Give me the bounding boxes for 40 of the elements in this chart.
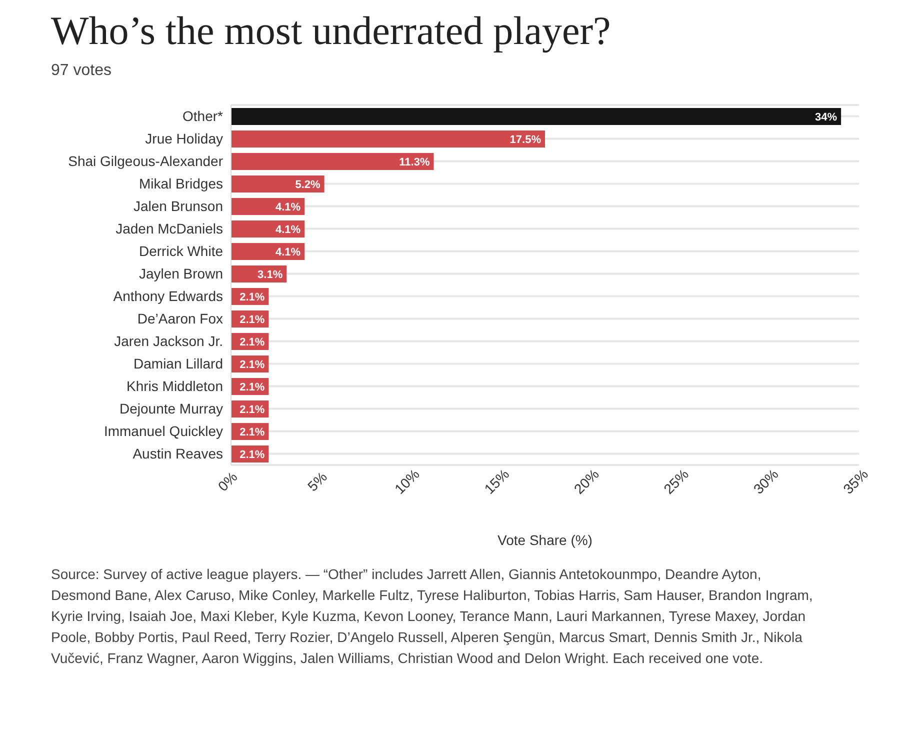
data-label: 2.1%: [240, 449, 265, 461]
data-label: 4.1%: [275, 224, 301, 236]
x-tick-label: 5%: [304, 468, 330, 494]
y-tick-label: Shai Gilgeous-Alexander: [68, 153, 224, 170]
y-tick-label: Dejounte Murray: [120, 400, 223, 417]
data-label: 2.1%: [240, 382, 265, 394]
data-label: 17.5%: [510, 134, 542, 146]
x-tick-label: 30%: [750, 466, 782, 498]
x-tick-label: 35%: [840, 466, 872, 498]
y-tick-label: De’Aaron Fox: [137, 310, 223, 327]
data-label: 2.1%: [240, 404, 265, 416]
y-tick-label: Jalen Brunson: [133, 198, 223, 214]
data-label: 5.2%: [295, 179, 321, 191]
y-tick-label: Jaren Jackson Jr.: [114, 333, 223, 350]
data-label: 2.1%: [240, 359, 265, 371]
data-label: 4.1%: [275, 246, 301, 258]
y-tick-label: Mikal Bridges: [138, 176, 223, 192]
data-label: 2.1%: [240, 336, 265, 348]
y-tick-label: Damian Lillard: [134, 356, 223, 372]
y-tick-label: Derrick White: [138, 243, 224, 260]
data-label: 4.1%: [275, 202, 301, 214]
y-tick-label: Austin Reaves: [132, 446, 223, 462]
text: 97 votes: [51, 62, 112, 80]
x-tick-label: 0%: [214, 468, 240, 494]
y-tick-label: Khris Middleton: [126, 378, 223, 394]
data-label: 34%: [815, 112, 838, 124]
source-note: Source: Survey of active league players. — “Other” includes Jarrett Allen, Giannis Antetokounmpo, Deandre Ayton, Desmond Bane, Alex Caruso, Mike Conley, Markelle Fultz, Tyrese Haliburton, Tobias Harris, Sam Hauser, Brandon Ingram, Kyrie Irving, Isaiah Joe, Maxi Kleber, Kyle Kuzma, Kevon Looney, Terance Mann, Lauri Markannen, Tyrese Maxey, Jordan Poole, Bobby Portis, Paul Reed, Terry Rozier, D’Angelo Russell, Alperen Şengün, Marcus Smart, Dennis Smith Jr., Nikola Vučević, Franz Wagner, Aaron Wiggins, Jalen Williams, Christian Wood and Delon Wright. Each received one vote.: [51, 565, 814, 668]
y-tick-label: Jrue Holiday: [145, 130, 223, 147]
data-label: 2.1%: [240, 314, 265, 326]
y-tick-label: Immanuel Quickley: [104, 423, 223, 440]
y-tick-label: Other*: [182, 108, 224, 124]
data-label: 3.1%: [258, 269, 283, 281]
chart-title: Who’s the most underrated player?: [51, 8, 612, 54]
data-label: 2.1%: [240, 292, 265, 304]
x-axis-title: Vote Share (%): [498, 532, 592, 548]
y-tick-label: Anthony Edwards: [113, 288, 223, 304]
data-label: 2.1%: [240, 426, 265, 438]
y-tick-label: Jaylen Brown: [138, 266, 223, 282]
data-label: 11.3%: [399, 156, 430, 168]
y-tick-label: Jaden McDaniels: [116, 220, 223, 237]
